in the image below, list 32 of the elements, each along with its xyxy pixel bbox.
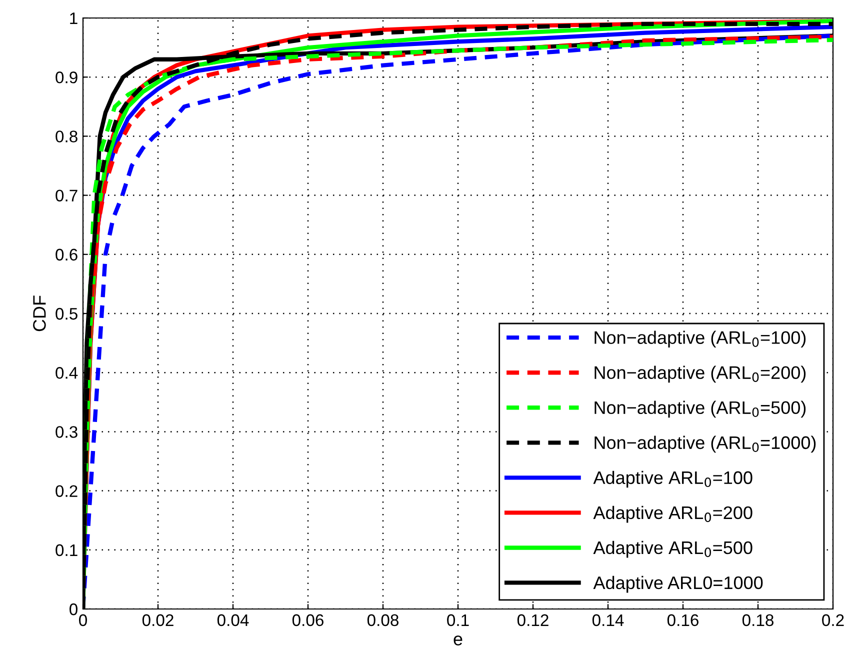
- x-tick-label: 0.2: [822, 614, 844, 626]
- x-tick-label: 0.14: [592, 614, 624, 626]
- legend-label: Adaptive ARL$_{0}$=200: [593, 506, 752, 523]
- x-tick-label: 0.16: [667, 614, 698, 626]
- x-tick-label: 0.04: [217, 614, 249, 626]
- y-tick-label: 0.4: [56, 367, 78, 379]
- x-tick-label: 0.02: [142, 614, 174, 626]
- y-tick-label: 0.8: [56, 130, 78, 142]
- legend-label: Adaptive ARL0=1000: [593, 576, 763, 593]
- y-tick-label: 0.5: [56, 308, 78, 320]
- legend-label: Adaptive ARL$_{0}$=100: [593, 470, 752, 488]
- y-tick-label: 0.9: [56, 72, 78, 84]
- legend-label: Non−adaptive (ARL$_{0}$=1000): [594, 436, 816, 453]
- y-tick-label: 1: [70, 12, 78, 24]
- x-tick-label: 0: [79, 614, 87, 626]
- y-tick-label: 0.1: [56, 544, 78, 556]
- x-axis-title: e: [454, 636, 462, 646]
- x-tick-label: 0.1: [447, 614, 469, 626]
- y-tick-label: 0.6: [56, 248, 78, 261]
- x-tick-label: 0.08: [367, 614, 398, 626]
- x-tick-label: 0.06: [292, 614, 324, 626]
- y-tick-label: 0.2: [56, 485, 78, 498]
- y-tick-label: 0: [70, 603, 78, 616]
- legend-label: Non−adaptive (ARL$_{0}$=500): [594, 400, 806, 418]
- legend-label: Non−adaptive (ARL$_{0}$=200): [594, 366, 806, 383]
- y-tick-label: 0.7: [56, 190, 78, 202]
- y-tick-label: 0.3: [56, 426, 78, 438]
- legend-label: Adaptive ARL$_{0}$=500: [593, 540, 752, 558]
- x-tick-label: 0.12: [517, 614, 548, 626]
- y-axis-title: CDF: [33, 296, 46, 332]
- x-tick-label: 0.18: [742, 614, 774, 626]
- legend-label: Non−adaptive (ARL$_{0}$=100): [594, 330, 806, 348]
